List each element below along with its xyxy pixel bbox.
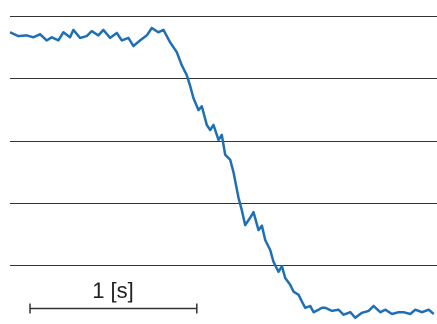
scale-bar: 1 [s]: [29, 278, 198, 314]
data-line: [9, 26, 435, 320]
scale-bar-label: 1 [s]: [92, 278, 134, 303]
plot: [9, 26, 435, 320]
